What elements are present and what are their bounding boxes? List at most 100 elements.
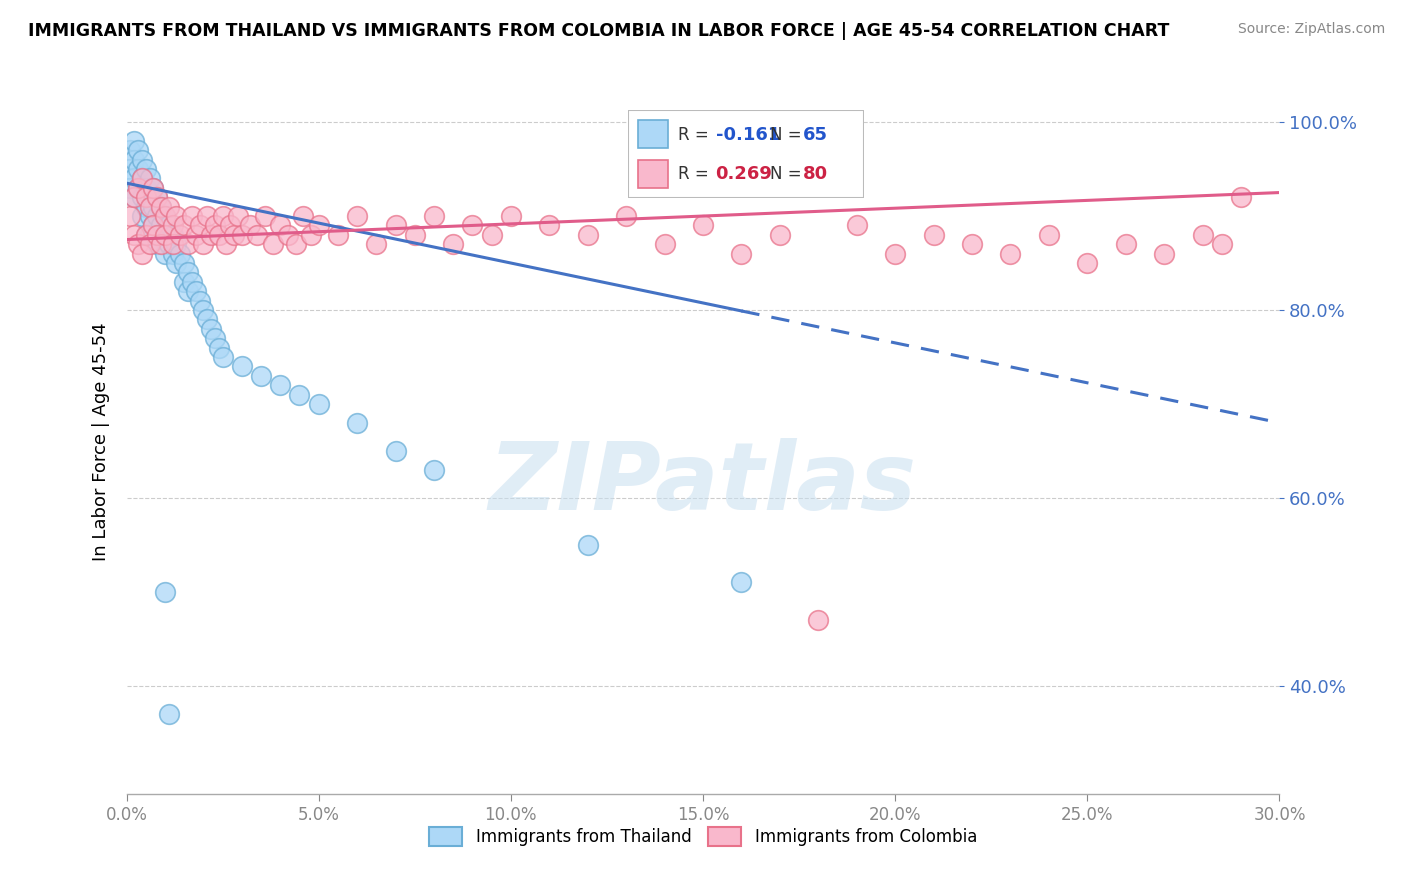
Point — [131, 209, 153, 223]
Point — [219, 219, 242, 233]
Point — [1115, 237, 1137, 252]
Point — [288, 387, 311, 401]
Point — [184, 227, 207, 242]
Point — [166, 256, 188, 270]
Point — [157, 200, 180, 214]
Point — [211, 350, 233, 364]
Point — [769, 227, 792, 242]
Point — [127, 143, 149, 157]
Point — [122, 190, 145, 204]
Point — [269, 378, 291, 392]
Point — [127, 162, 149, 177]
Point — [162, 246, 184, 260]
Point — [135, 227, 157, 242]
Point — [246, 227, 269, 242]
Point — [204, 219, 226, 233]
Point — [614, 209, 637, 223]
Point — [845, 219, 868, 233]
Point — [173, 256, 195, 270]
Point — [150, 237, 173, 252]
Point — [215, 237, 238, 252]
Point — [153, 209, 176, 223]
Point — [1000, 246, 1022, 260]
Point — [122, 171, 145, 186]
Point — [481, 227, 503, 242]
Point — [384, 219, 406, 233]
Point — [654, 237, 676, 252]
Point — [692, 219, 714, 233]
Point — [153, 585, 176, 599]
Point — [127, 181, 149, 195]
Point — [730, 246, 752, 260]
Point — [208, 341, 231, 355]
Point — [157, 237, 180, 252]
Point — [284, 237, 307, 252]
Point — [576, 538, 599, 552]
Point — [204, 331, 226, 345]
Point — [131, 171, 153, 186]
Point — [138, 209, 160, 223]
Point — [423, 209, 446, 223]
Point — [146, 190, 169, 204]
Point — [131, 246, 153, 260]
Point — [142, 200, 165, 214]
Point — [1211, 237, 1233, 252]
Point — [1191, 227, 1213, 242]
Point — [308, 219, 330, 233]
Point — [423, 463, 446, 477]
Point — [177, 237, 200, 252]
Point — [142, 219, 165, 233]
Point — [269, 219, 291, 233]
Point — [135, 227, 157, 242]
Point — [122, 227, 145, 242]
Point — [292, 209, 315, 223]
Point — [131, 153, 153, 167]
Point — [193, 303, 215, 318]
Point — [200, 227, 222, 242]
Point — [346, 416, 368, 430]
Point — [177, 265, 200, 279]
Point — [960, 237, 983, 252]
Point — [146, 209, 169, 223]
Legend: Immigrants from Thailand, Immigrants from Colombia: Immigrants from Thailand, Immigrants fro… — [422, 820, 984, 853]
Point — [131, 190, 153, 204]
Y-axis label: In Labor Force | Age 45-54: In Labor Force | Age 45-54 — [91, 322, 110, 561]
Point — [250, 368, 273, 383]
Point — [169, 246, 191, 260]
Point — [135, 190, 157, 204]
Point — [180, 275, 202, 289]
Point — [180, 209, 202, 223]
Point — [308, 397, 330, 411]
Point — [150, 200, 173, 214]
Point — [122, 153, 145, 167]
Point — [366, 237, 388, 252]
Point — [153, 227, 176, 242]
Point — [884, 246, 907, 260]
Point — [162, 219, 184, 233]
Point — [162, 237, 184, 252]
Point — [135, 200, 157, 214]
Point — [922, 227, 945, 242]
Point — [226, 209, 249, 223]
Point — [146, 227, 169, 242]
Point — [122, 190, 145, 204]
Point — [138, 200, 160, 214]
Text: IMMIGRANTS FROM THAILAND VS IMMIGRANTS FROM COLOMBIA IN LABOR FORCE | AGE 45-54 : IMMIGRANTS FROM THAILAND VS IMMIGRANTS F… — [28, 22, 1170, 40]
Point — [441, 237, 464, 252]
Point — [142, 181, 165, 195]
Point — [277, 227, 299, 242]
Point — [807, 613, 830, 627]
Point — [162, 227, 184, 242]
Point — [253, 209, 276, 223]
Point — [153, 246, 176, 260]
Point — [150, 219, 173, 233]
Point — [135, 162, 157, 177]
Point — [195, 312, 218, 326]
Point — [142, 219, 165, 233]
Point — [208, 227, 231, 242]
Point — [177, 284, 200, 298]
Point — [188, 219, 211, 233]
Point — [499, 209, 522, 223]
Point — [138, 237, 160, 252]
Point — [173, 275, 195, 289]
